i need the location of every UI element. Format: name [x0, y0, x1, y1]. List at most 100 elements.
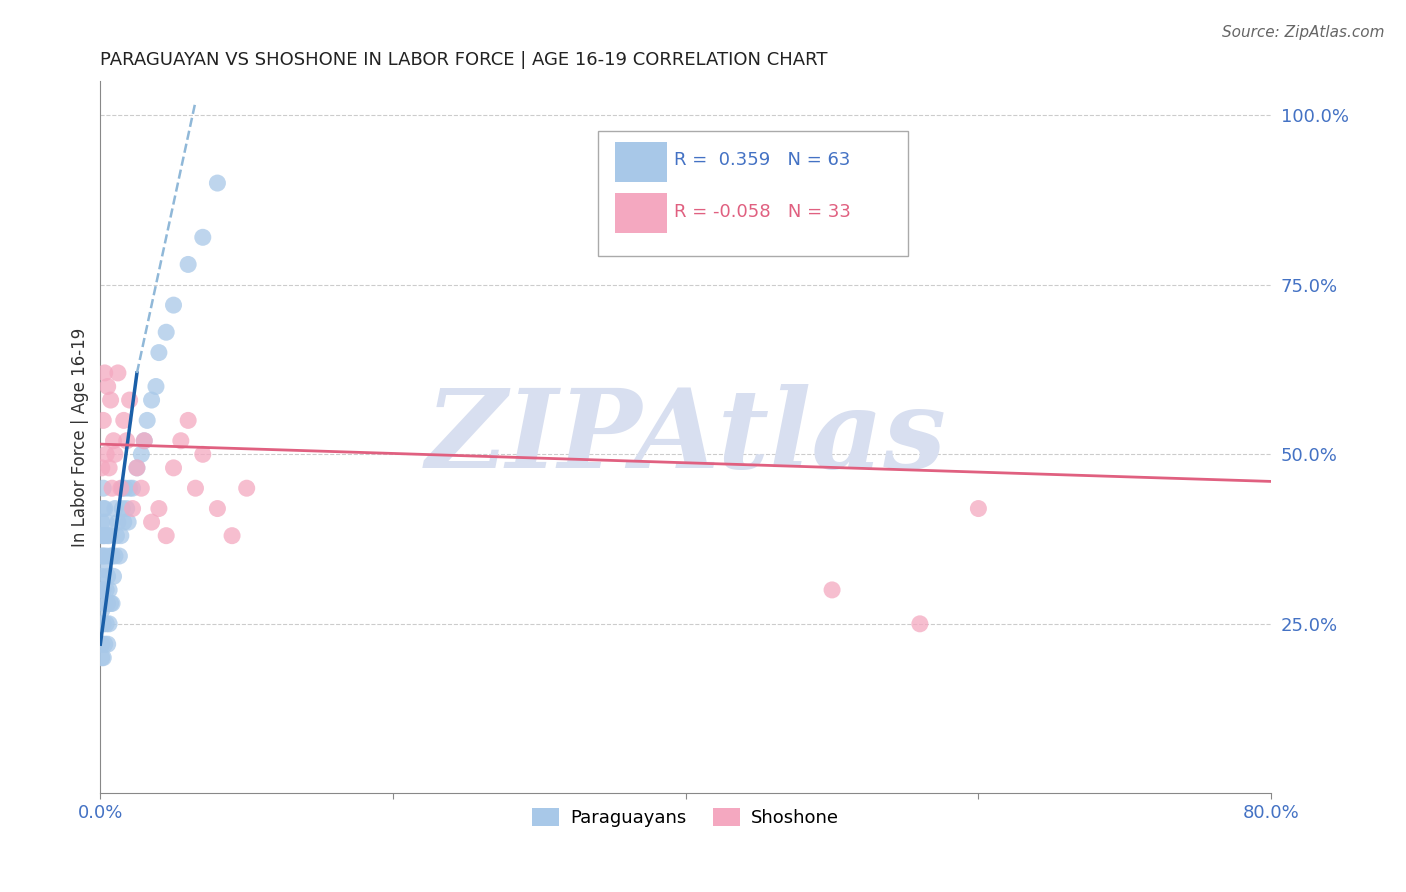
Point [131, 481, 153, 495]
Point [90, 569, 112, 583]
Text: ZIPAtlas: ZIPAtlas [425, 384, 946, 491]
Point [177, 413, 200, 427]
Point [96, 616, 118, 631]
Point [104, 447, 127, 461]
Point [105, 529, 128, 543]
Point [98, 529, 121, 543]
Point [207, 501, 229, 516]
Text: R =  0.359   N = 63: R = 0.359 N = 63 [673, 151, 851, 169]
Point [101, 481, 124, 495]
Point [136, 413, 159, 427]
Point [131, 447, 153, 461]
Point [184, 481, 207, 495]
Point [91, 529, 114, 543]
Point [111, 501, 134, 516]
Point [93, 529, 115, 543]
Point [91, 616, 114, 631]
Point [121, 501, 143, 516]
Point [96, 549, 118, 563]
Point [125, 461, 148, 475]
Point [170, 434, 193, 448]
Point [141, 515, 163, 529]
Point [90, 637, 112, 651]
Point [96, 515, 118, 529]
Point [100, 392, 122, 407]
Point [93, 637, 115, 651]
Point [90, 603, 112, 617]
Point [162, 461, 184, 475]
Y-axis label: In Labor Force | Age 16-19: In Labor Force | Age 16-19 [72, 327, 89, 547]
Point [93, 563, 115, 577]
Text: R = -0.058   N = 33: R = -0.058 N = 33 [673, 202, 851, 220]
Point [115, 501, 138, 516]
Point [115, 434, 138, 448]
Point [134, 434, 156, 448]
Point [90, 515, 112, 529]
Point [91, 501, 114, 516]
Point [91, 481, 114, 495]
Point [110, 529, 132, 543]
Point [96, 447, 118, 461]
Point [162, 298, 184, 312]
Point [91, 582, 114, 597]
Point [104, 549, 127, 563]
Point [821, 582, 844, 597]
Point [93, 597, 115, 611]
Point [235, 481, 257, 495]
Point [98, 461, 121, 475]
Point [177, 257, 200, 271]
Point [100, 597, 122, 611]
Point [207, 176, 229, 190]
Legend: Paraguayans, Shoshone: Paraguayans, Shoshone [524, 800, 846, 834]
FancyBboxPatch shape [616, 194, 666, 233]
Point [97, 379, 120, 393]
Point [118, 392, 141, 407]
Point [103, 569, 125, 583]
Point [90, 616, 112, 631]
Point [908, 616, 931, 631]
Point [108, 549, 131, 563]
Point [107, 366, 129, 380]
Point [118, 481, 141, 495]
Point [93, 501, 115, 516]
Point [191, 230, 214, 244]
Point [117, 515, 139, 529]
Point [967, 501, 990, 516]
Point [155, 325, 177, 339]
Point [97, 637, 120, 651]
Point [90, 549, 112, 563]
Point [221, 529, 243, 543]
Text: Source: ZipAtlas.com: Source: ZipAtlas.com [1222, 25, 1385, 40]
Point [91, 413, 114, 427]
Point [111, 481, 134, 495]
Point [97, 529, 120, 543]
Point [121, 481, 143, 495]
Point [141, 392, 163, 407]
Point [125, 461, 148, 475]
Point [91, 549, 114, 563]
Point [97, 569, 120, 583]
Point [191, 447, 214, 461]
Point [98, 616, 121, 631]
Point [90, 461, 112, 475]
Point [107, 515, 129, 529]
Point [100, 549, 122, 563]
Point [148, 501, 170, 516]
FancyBboxPatch shape [616, 142, 666, 182]
Point [97, 597, 120, 611]
Point [90, 582, 112, 597]
Point [93, 366, 115, 380]
Point [90, 529, 112, 543]
Point [98, 582, 121, 597]
Point [134, 434, 156, 448]
Point [155, 529, 177, 543]
Point [96, 582, 118, 597]
Point [114, 481, 136, 495]
Point [90, 650, 112, 665]
Point [91, 650, 114, 665]
Point [101, 597, 124, 611]
Text: PARAGUAYAN VS SHOSHONE IN LABOR FORCE | AGE 16-19 CORRELATION CHART: PARAGUAYAN VS SHOSHONE IN LABOR FORCE | … [100, 51, 828, 69]
FancyBboxPatch shape [598, 131, 908, 256]
Point [112, 413, 135, 427]
Point [101, 549, 124, 563]
